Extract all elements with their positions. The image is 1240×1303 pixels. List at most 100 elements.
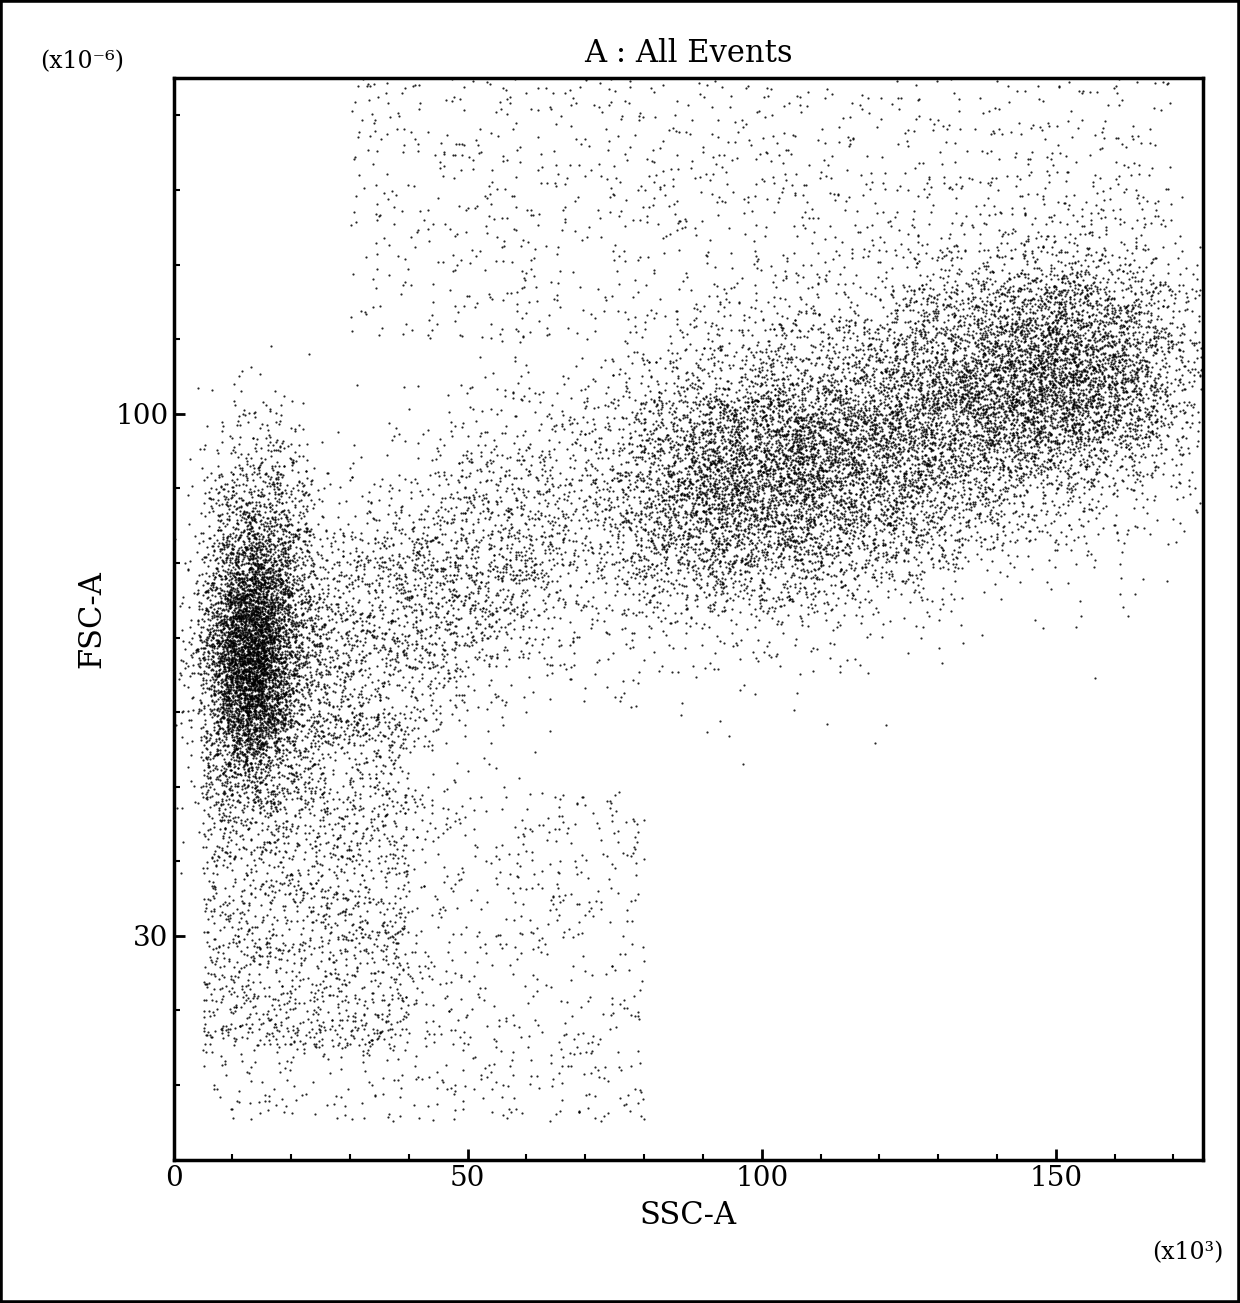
Point — [229, 693, 249, 714]
Point — [1059, 431, 1079, 452]
Point — [1064, 367, 1084, 388]
Point — [890, 388, 910, 409]
Point — [549, 588, 569, 609]
Point — [807, 404, 827, 425]
Point — [706, 499, 725, 520]
Point — [625, 125, 645, 146]
Point — [294, 1038, 314, 1059]
Point — [212, 697, 232, 718]
Point — [250, 675, 270, 696]
Point — [257, 618, 277, 638]
Point — [946, 554, 966, 575]
Point — [248, 658, 268, 679]
Point — [285, 525, 305, 546]
Point — [748, 629, 768, 650]
Point — [728, 485, 748, 506]
Point — [1090, 366, 1110, 387]
Point — [1049, 292, 1069, 313]
Point — [580, 618, 600, 638]
Point — [978, 188, 998, 208]
Point — [1128, 155, 1148, 176]
Point — [294, 474, 314, 495]
Point — [1110, 433, 1130, 453]
Point — [658, 425, 678, 446]
Point — [317, 887, 337, 908]
Point — [249, 702, 269, 723]
Point — [219, 589, 239, 610]
Point — [244, 638, 264, 659]
Point — [257, 623, 277, 644]
Point — [210, 681, 229, 702]
Point — [262, 609, 281, 629]
Point — [286, 900, 306, 921]
Point — [601, 91, 621, 112]
Point — [672, 533, 692, 554]
Point — [981, 404, 1001, 425]
Point — [981, 435, 1001, 456]
Point — [1055, 396, 1075, 417]
Point — [342, 799, 362, 820]
Point — [494, 1105, 513, 1126]
Point — [247, 644, 267, 665]
Point — [249, 628, 269, 649]
Point — [239, 581, 259, 602]
Point — [198, 747, 218, 767]
Point — [997, 298, 1017, 319]
Point — [1137, 310, 1157, 331]
Point — [869, 401, 889, 422]
Point — [1016, 370, 1035, 391]
Point — [203, 575, 223, 595]
Point — [284, 726, 304, 747]
Point — [781, 373, 801, 394]
Point — [505, 619, 525, 640]
Point — [934, 463, 954, 483]
Point — [702, 347, 722, 367]
Point — [212, 648, 232, 668]
Point — [947, 422, 967, 443]
Point — [320, 711, 340, 732]
Point — [786, 464, 806, 485]
Point — [274, 993, 294, 1014]
Point — [272, 1088, 291, 1109]
Point — [696, 404, 715, 425]
Point — [653, 130, 673, 151]
Point — [232, 1027, 252, 1048]
Point — [1069, 383, 1089, 404]
Point — [440, 624, 460, 645]
Point — [201, 741, 221, 762]
Point — [908, 457, 928, 478]
Point — [823, 512, 843, 533]
Point — [278, 665, 298, 685]
Point — [873, 444, 893, 465]
Point — [776, 435, 796, 456]
Point — [947, 262, 967, 283]
Point — [615, 465, 635, 486]
Point — [618, 347, 637, 367]
Point — [281, 680, 301, 701]
Point — [185, 582, 205, 603]
Point — [1151, 407, 1171, 427]
Point — [1064, 296, 1084, 317]
Point — [782, 374, 802, 395]
Point — [273, 546, 293, 567]
Point — [998, 386, 1018, 407]
Point — [360, 642, 379, 663]
Point — [1156, 399, 1176, 420]
Point — [286, 646, 306, 667]
Point — [205, 705, 224, 726]
Point — [775, 289, 795, 310]
Point — [236, 592, 255, 612]
Point — [722, 486, 742, 507]
Point — [945, 334, 965, 354]
Point — [466, 552, 486, 573]
Point — [1049, 347, 1069, 367]
Point — [763, 271, 782, 292]
Point — [846, 452, 866, 473]
Point — [990, 412, 1009, 433]
Point — [745, 275, 765, 296]
Point — [1158, 395, 1178, 416]
Point — [1004, 399, 1024, 420]
Point — [408, 717, 428, 737]
Point — [331, 808, 351, 829]
Point — [221, 668, 241, 689]
